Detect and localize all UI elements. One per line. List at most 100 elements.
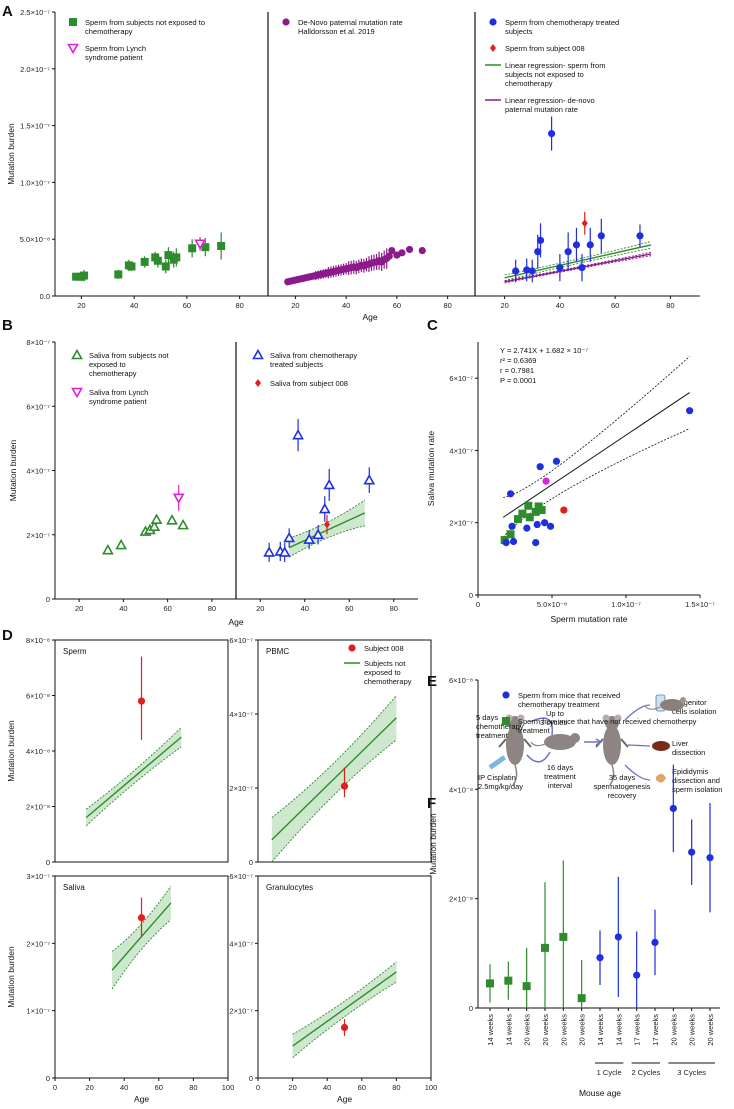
e-label-liver: Liver — [672, 739, 689, 748]
subplot-frame — [54, 875, 229, 1079]
x-tick-label: 100 — [425, 1083, 438, 1092]
panel-b: 0 2×10⁻⁷ 4×10⁻⁷ 6×10⁻⁷ 8×10⁻⁷ Mutation burden… — [8, 338, 418, 627]
data-point — [581, 219, 588, 228]
data-point — [532, 538, 540, 547]
x-tick-label: 5.0×10⁻⁸ — [537, 600, 567, 609]
y-tick-label: 5.0×10⁻⁸ — [20, 235, 50, 244]
data-point — [706, 854, 714, 862]
data-point — [164, 251, 173, 260]
mouse-head — [570, 733, 580, 743]
mouse-body — [544, 734, 576, 750]
mouse-body — [603, 725, 621, 765]
panel-letter-a: A — [2, 3, 13, 20]
x-tick-label: 100 — [222, 1083, 235, 1092]
x-tick-label: 80 — [235, 301, 243, 310]
data-point — [148, 520, 161, 532]
y-tick-label: 3×10⁻⁷ — [26, 872, 50, 881]
data-point — [686, 407, 694, 415]
data-point — [669, 804, 677, 813]
data-point — [536, 236, 545, 244]
y-tick-label: 2.0×10⁻⁷ — [20, 65, 50, 74]
data-point — [546, 522, 555, 530]
data-point — [572, 241, 581, 249]
y-tick-label: 0 — [469, 1004, 473, 1013]
y-tick-label: 4×10⁻⁸ — [26, 747, 50, 756]
band-lower — [504, 255, 652, 284]
y-tick-label: 0.0 — [40, 292, 50, 301]
legend-label: Sperm from chemotherapy treated — [505, 18, 619, 27]
data-point — [577, 994, 586, 1003]
e-label-cisplatin: IP Cisplatin — [478, 773, 516, 782]
y-axis-label: Mutation burden — [6, 123, 16, 185]
x-tick-label: 40 — [301, 604, 309, 613]
data-point — [512, 267, 520, 275]
x-tick-label: 40 — [323, 1083, 331, 1092]
data-point — [560, 506, 568, 514]
band-upper — [271, 695, 397, 818]
data-point — [312, 528, 324, 540]
data-point — [80, 271, 89, 280]
legend-label: treated subjects — [270, 360, 323, 369]
x-tick-label: 20 — [77, 301, 85, 310]
data-point — [502, 538, 510, 547]
legend-label: Sperm from mice that received — [518, 691, 620, 700]
data-point — [504, 976, 513, 985]
x-tick-label: 60 — [345, 604, 353, 613]
y-tick-label: 4×10⁻⁷ — [26, 467, 50, 476]
e-label-interval: interval — [548, 781, 573, 790]
data-point — [523, 266, 531, 274]
panel-letter-b: B — [2, 317, 13, 334]
mouse-ear — [517, 714, 525, 722]
panel-letters: A B C D E F — [2, 3, 438, 812]
x-tick-label: 80 — [189, 1083, 197, 1092]
x-axis-label: Age — [337, 1094, 352, 1104]
y-tick-label: 8×10⁻⁷ — [26, 338, 50, 347]
data-point — [72, 272, 81, 281]
legend-label: chemotherapy treatment — [518, 700, 600, 709]
panel-letter-d: D — [2, 627, 13, 644]
legend-marker — [252, 348, 264, 360]
mouse-icon — [644, 697, 686, 711]
subplot-frame — [257, 875, 432, 1079]
y-axis-label: Mutation burden — [8, 440, 18, 502]
legend-label: syndrome patient — [89, 397, 147, 406]
data-point — [115, 538, 128, 550]
legend-label: Saliva from Lynch — [89, 388, 148, 397]
x-tick-label: 20 — [500, 301, 508, 310]
legend-label: chemotherapy — [89, 369, 137, 378]
data-point — [153, 256, 162, 265]
y-tick-label: 2.5×10⁻⁷ — [20, 8, 50, 17]
legend-label: Sperm from subject 008 — [505, 44, 585, 53]
fit-line — [502, 392, 690, 518]
cycle-arrow — [526, 751, 551, 763]
data-point — [688, 848, 696, 856]
x-tick-label: 17 weeks — [633, 1014, 642, 1046]
y-tick-label: 4×10⁻⁸ — [449, 785, 473, 794]
mouse-tail — [609, 764, 615, 786]
data-point — [172, 253, 181, 262]
data-point — [137, 914, 146, 922]
band-upper — [504, 251, 652, 282]
x-tick-label: 60 — [155, 1083, 163, 1092]
data-point — [547, 129, 556, 138]
legend-label: Subjects not — [364, 659, 406, 668]
data-point — [363, 474, 376, 485]
data-point — [194, 239, 206, 250]
e-label-epididymis: sperm isolation — [672, 785, 722, 794]
y-tick-label: 0 — [46, 858, 50, 867]
x-tick-label: 80 — [443, 301, 451, 310]
data-point — [405, 245, 414, 254]
data-point — [552, 457, 561, 465]
x-tick-label: 20 weeks — [578, 1014, 587, 1046]
data-point — [201, 243, 210, 252]
cycle-arrow — [529, 717, 554, 736]
e-label-cycles: Up to — [546, 709, 564, 718]
panel-a: 0.0 5.0×10⁻⁸ 1.0×10⁻⁷ 1.5×10⁻⁷ 2.0×10⁻⁷ 2.5×1… — [6, 8, 700, 322]
x-tick-label: 40 — [119, 604, 127, 613]
data-point — [509, 537, 518, 546]
mouse-tail — [644, 705, 661, 710]
y-tick-label: 6×10⁻⁸ — [26, 692, 50, 701]
x-axis-label: Sperm mutation rate — [550, 614, 627, 624]
data-point — [323, 478, 336, 490]
